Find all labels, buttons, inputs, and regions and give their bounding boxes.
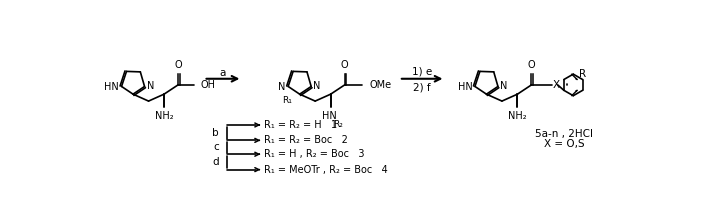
Text: R₂: R₂ bbox=[333, 120, 343, 128]
Text: HN: HN bbox=[458, 82, 473, 92]
Text: N: N bbox=[314, 81, 321, 92]
Text: 5a-n , 2HCl: 5a-n , 2HCl bbox=[535, 129, 593, 139]
Text: b: b bbox=[213, 128, 219, 138]
Text: X: X bbox=[553, 80, 560, 90]
Text: c: c bbox=[213, 142, 219, 152]
Text: R₁ = R₂ = Boc   2: R₁ = R₂ = Boc 2 bbox=[264, 135, 348, 145]
Text: O: O bbox=[341, 60, 348, 70]
Text: O: O bbox=[528, 60, 535, 70]
Text: d: d bbox=[213, 157, 219, 167]
Text: O: O bbox=[174, 60, 182, 70]
Text: HN: HN bbox=[322, 111, 336, 121]
Text: HN: HN bbox=[105, 82, 119, 92]
Text: NH₂: NH₂ bbox=[155, 111, 173, 121]
Text: X = O,S: X = O,S bbox=[544, 139, 584, 149]
Text: a: a bbox=[220, 68, 226, 78]
Text: N: N bbox=[147, 81, 154, 92]
Text: OH: OH bbox=[201, 80, 215, 90]
Text: N: N bbox=[501, 81, 508, 92]
Text: N: N bbox=[279, 82, 286, 92]
Text: R₁ = H , R₂ = Boc   3: R₁ = H , R₂ = Boc 3 bbox=[264, 149, 365, 159]
Text: 1) e: 1) e bbox=[412, 67, 432, 77]
Text: 2) f: 2) f bbox=[413, 82, 431, 92]
Text: R₁: R₁ bbox=[282, 96, 292, 105]
Text: R: R bbox=[579, 69, 587, 79]
Text: NH₂: NH₂ bbox=[508, 111, 527, 121]
Text: R₁ = R₂ = H   1: R₁ = R₂ = H 1 bbox=[264, 120, 337, 130]
Text: R₁ = MeOTr , R₂ = Boc   4: R₁ = MeOTr , R₂ = Boc 4 bbox=[264, 165, 387, 175]
Text: OMe: OMe bbox=[370, 80, 392, 90]
